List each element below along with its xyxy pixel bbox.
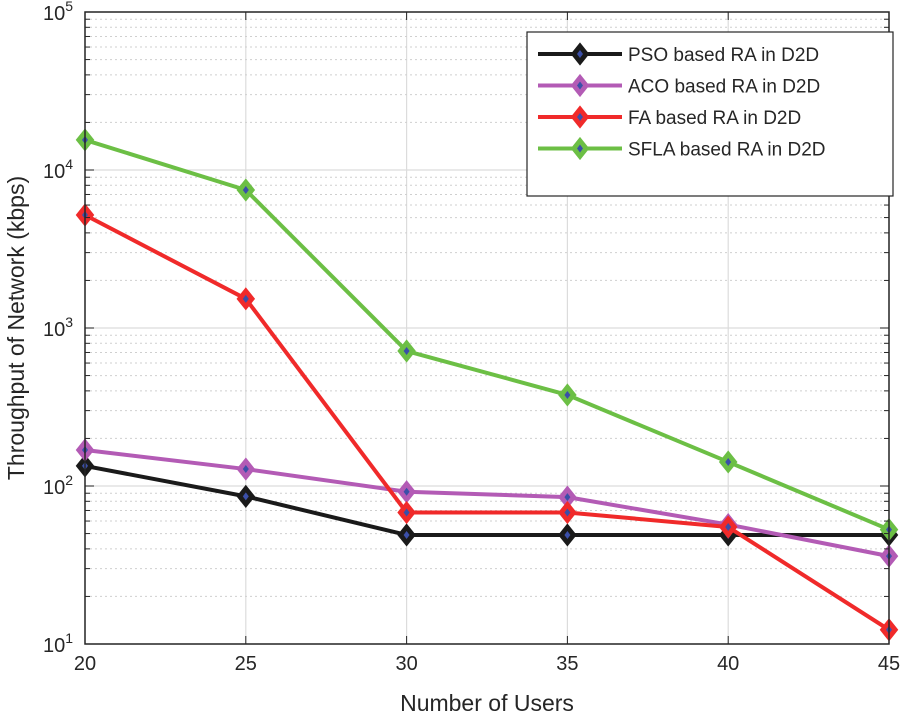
diamond-marker-center: [403, 508, 410, 517]
x-tick-label: 45: [878, 653, 900, 675]
series-fa: [75, 203, 899, 642]
legend: PSO based RA in D2D ACO based RA in D2D FA…: [526, 31, 894, 197]
ticks: 20 25 30 35 40 45 101 102 103 104 105: [43, 0, 900, 675]
x-tick-label: 35: [556, 653, 578, 675]
legend-item: ACO based RA in D2D: [538, 73, 820, 98]
diamond-marker-center: [725, 523, 732, 532]
legend-item: FA based RA in D2D: [538, 105, 801, 129]
y-tick-label: 104: [43, 156, 73, 183]
legend-label: PSO based RA in D2D: [628, 45, 819, 66]
y-tick-label: 103: [43, 314, 73, 341]
diamond-marker-center: [577, 113, 583, 121]
legend-label: FA based RA in D2D: [628, 108, 801, 129]
y-tick-label: 102: [43, 472, 73, 499]
diamond-marker-center: [403, 347, 410, 356]
legend-label: ACO based RA in D2D: [628, 77, 820, 98]
series-line: [84, 138, 890, 532]
diamond-marker-center: [242, 465, 249, 474]
series-sfla: [75, 128, 899, 542]
series-group: [75, 128, 899, 642]
legend-item: SFLA based RA in D2D: [538, 136, 826, 161]
legend-box: [526, 31, 894, 197]
series-aco: [75, 438, 899, 568]
x-axis-label: Number of Users: [400, 690, 574, 714]
x-tick-label: 30: [395, 653, 417, 675]
x-tick-label: 20: [74, 653, 96, 675]
diamond-marker-center: [564, 493, 571, 502]
legend-item: PSO based RA in D2D: [538, 42, 819, 66]
diamond-marker-center: [403, 530, 410, 539]
x-tick-label: 40: [717, 653, 739, 675]
diamond-marker-center: [564, 508, 571, 517]
diamond-marker-center: [242, 294, 249, 303]
y-axis-label: Throughput of Network (kbps): [3, 176, 29, 480]
y-tick-label: 105: [43, 0, 73, 25]
diamond-marker-center: [577, 144, 583, 153]
diamond-marker-center: [242, 186, 249, 195]
diamond-marker-center: [403, 487, 410, 496]
diamond-marker-center: [577, 50, 583, 58]
diamond-marker-center: [242, 492, 249, 501]
series-line: [84, 448, 890, 559]
legend-label: SFLA based RA in D2D: [628, 140, 826, 161]
diamond-marker-center: [564, 390, 571, 399]
diamond-marker-center: [577, 81, 583, 90]
series-line: [84, 463, 889, 537]
x-tick-label: 25: [235, 653, 257, 675]
y-tick-label: 101: [43, 630, 73, 657]
diamond-marker-center: [725, 457, 732, 466]
series-line: [84, 213, 891, 632]
diamond-marker-center: [564, 530, 571, 539]
